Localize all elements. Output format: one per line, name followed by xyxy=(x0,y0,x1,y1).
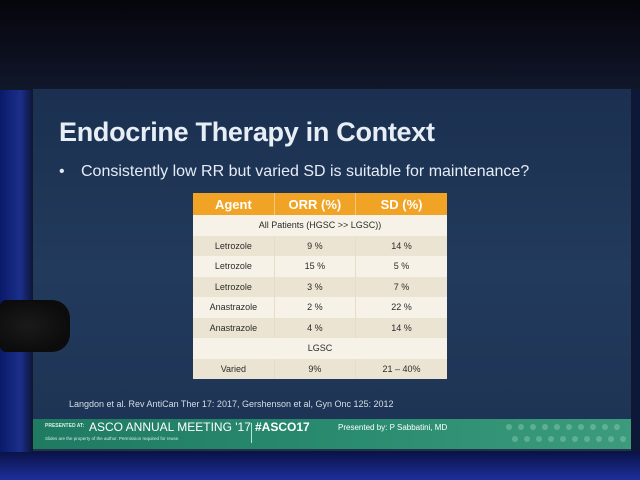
cell-orr: 4 % xyxy=(274,317,357,338)
auditorium-left-lights xyxy=(0,90,34,480)
decorative-dots-icon xyxy=(506,424,626,442)
cell-agent: Anastrazole xyxy=(193,317,275,338)
cell-sd: 21 – 40% xyxy=(355,358,447,379)
banner-divider xyxy=(251,423,252,443)
table-header-row: Agent ORR (%) SD (%) xyxy=(193,193,447,215)
cell-orr: 2 % xyxy=(274,297,357,318)
cell-agent: Letrozole xyxy=(193,235,275,256)
copyright-note: Slides are the property of the author. P… xyxy=(45,436,180,441)
table-section-row: All Patients (HGSC >> LGSC)) xyxy=(193,215,447,236)
column-header-sd: SD (%) xyxy=(355,193,447,215)
presented-at-label: PRESENTED AT: xyxy=(45,423,85,429)
cell-orr: 9% xyxy=(274,358,357,379)
meeting-name: ASCO ANNUAL MEETING '17 xyxy=(89,420,251,434)
cell-sd: 5 % xyxy=(355,256,447,277)
table-row: Varied 9% 21 – 40% xyxy=(193,358,447,379)
cell-orr: 15 % xyxy=(274,256,357,277)
presenter-credit: Presented by: P Sabbatini, MD xyxy=(338,423,448,432)
cell-sd: 22 % xyxy=(355,297,447,318)
slide-title: Endocrine Therapy in Context xyxy=(59,117,435,147)
cell-agent: Letrozole xyxy=(193,256,275,277)
auditorium-ceiling xyxy=(0,0,640,100)
podium-silhouette xyxy=(0,300,70,352)
column-header-orr: ORR (%) xyxy=(274,193,357,215)
section-lgsc: LGSC xyxy=(193,338,447,359)
meeting-hashtag: #ASCO17 xyxy=(255,420,310,434)
cell-sd: 7 % xyxy=(355,276,447,297)
cell-agent: Letrozole xyxy=(193,276,275,297)
table-section-row: LGSC xyxy=(193,338,447,359)
cell-sd: 14 % xyxy=(355,235,447,256)
projection-screen: Endocrine Therapy in Context • Consisten… xyxy=(32,88,632,452)
cell-orr: 9 % xyxy=(274,235,357,256)
table-row: Letrozole 9 % 14 % xyxy=(193,235,447,256)
asco-banner: PRESENTED AT: ASCO ANNUAL MEETING '17 #A… xyxy=(33,419,631,449)
slide-bullet: Consistently low RR but varied SD is sui… xyxy=(81,163,530,180)
table-row: Anastrazole 2 % 22 % xyxy=(193,297,447,318)
cell-agent: Varied xyxy=(193,358,275,379)
section-all-patients: All Patients (HGSC >> LGSC)) xyxy=(193,215,447,236)
endocrine-therapy-table: Agent ORR (%) SD (%) All Patients (HGSC … xyxy=(193,193,447,379)
table-row: Anastrazole 4 % 14 % xyxy=(193,317,447,338)
column-header-agent: Agent xyxy=(193,193,275,215)
table-row: Letrozole 3 % 7 % xyxy=(193,276,447,297)
slide-citation: Langdon et al. Rev AntiCan Ther 17: 2017… xyxy=(69,399,394,409)
table-row: Letrozole 15 % 5 % xyxy=(193,256,447,277)
bullet-point-icon: • xyxy=(59,163,65,180)
cell-agent: Anastrazole xyxy=(193,297,275,318)
auditorium-floor-lights xyxy=(0,452,640,480)
auditorium-right-wall xyxy=(632,90,640,452)
cell-sd: 14 % xyxy=(355,317,447,338)
cell-orr: 3 % xyxy=(274,276,357,297)
